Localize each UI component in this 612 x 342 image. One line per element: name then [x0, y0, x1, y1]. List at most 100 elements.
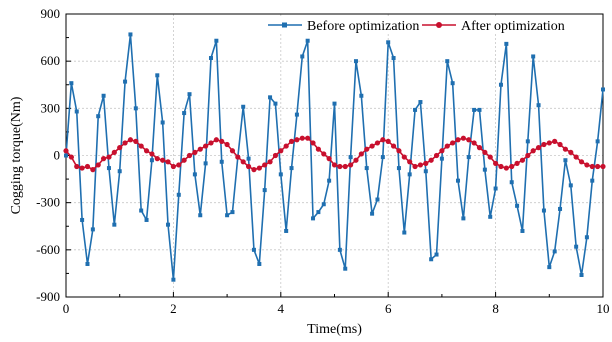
data-point — [552, 138, 558, 144]
axis-ticks: -900 -600 -300 0 300 600 900 0 2 4 6 8 10 — [36, 6, 609, 316]
data-point — [257, 261, 262, 266]
data-point — [111, 149, 117, 155]
data-point — [456, 178, 461, 183]
legend-entry-before: Before optimization — [268, 19, 419, 34]
data-point — [332, 101, 337, 106]
data-point — [595, 139, 600, 144]
data-point — [380, 137, 386, 143]
data-point — [531, 54, 536, 59]
data-point — [417, 162, 424, 168]
data-point — [413, 107, 418, 112]
data-point — [197, 146, 203, 152]
data-point — [225, 213, 230, 218]
data-point — [601, 87, 605, 92]
data-point — [370, 211, 375, 216]
data-point — [230, 210, 235, 215]
data-point — [321, 151, 327, 157]
data-point — [472, 107, 477, 112]
data-point — [262, 188, 267, 193]
data-point — [515, 203, 520, 208]
data-point — [63, 148, 69, 154]
y-tick-label: 600 — [41, 53, 61, 68]
data-point — [584, 235, 589, 240]
data-point — [268, 95, 273, 100]
data-point — [578, 159, 585, 165]
data-point — [80, 217, 85, 222]
data-point — [208, 140, 214, 146]
data-point — [568, 149, 574, 155]
data-point — [229, 148, 236, 154]
data-point — [493, 186, 498, 191]
y-tick-label: -600 — [36, 242, 60, 257]
y-tick-label: 300 — [41, 100, 61, 115]
data-point — [498, 163, 504, 170]
data-point — [557, 141, 563, 148]
y-tick-label: 900 — [41, 6, 61, 21]
data-point — [584, 162, 590, 168]
data-point — [568, 183, 573, 188]
data-point — [482, 167, 487, 172]
data-point — [117, 169, 122, 174]
data-point — [106, 166, 111, 171]
data-point — [471, 140, 477, 146]
data-point — [133, 138, 139, 144]
data-point — [144, 217, 149, 222]
data-point — [402, 230, 407, 235]
data-point — [503, 165, 509, 171]
data-point — [165, 159, 171, 165]
data-point — [289, 166, 294, 171]
data-point — [171, 277, 176, 282]
data-point — [429, 257, 434, 262]
data-point — [262, 162, 268, 168]
legend-marker-after — [436, 22, 442, 28]
data-point — [488, 214, 493, 219]
data-point — [300, 54, 305, 59]
data-point — [74, 163, 80, 170]
data-point — [396, 166, 401, 171]
data-point — [96, 114, 101, 119]
data-point — [192, 149, 198, 155]
data-point — [214, 38, 219, 43]
data-point — [272, 152, 279, 159]
data-point — [241, 104, 246, 109]
data-point — [514, 160, 520, 166]
data-point — [246, 156, 251, 161]
data-point — [133, 106, 138, 111]
data-point — [552, 249, 557, 254]
data-point — [321, 202, 326, 207]
data-point — [203, 143, 209, 149]
data-point — [203, 161, 208, 166]
data-point — [509, 163, 515, 170]
data-point — [155, 73, 160, 78]
data-point — [106, 154, 112, 160]
data-point — [74, 109, 79, 114]
series-after — [63, 135, 606, 173]
data-point — [84, 163, 91, 170]
data-point — [331, 162, 338, 168]
y-tick-label: -300 — [36, 195, 60, 210]
data-point — [401, 154, 407, 160]
data-point — [348, 162, 354, 168]
x-axis-title: Time(ms) — [307, 322, 362, 337]
data-point — [160, 120, 165, 125]
data-point — [574, 244, 579, 249]
data-point — [170, 163, 176, 170]
series-line — [65, 33, 604, 281]
data-point — [439, 156, 444, 161]
data-point — [595, 163, 601, 170]
data-point — [536, 103, 541, 108]
data-point — [310, 140, 316, 146]
data-point — [343, 266, 348, 271]
data-point — [138, 143, 144, 149]
data-point — [525, 152, 531, 159]
data-point — [100, 156, 107, 162]
data-point — [364, 166, 369, 171]
data-point — [101, 93, 106, 98]
data-point — [294, 112, 299, 117]
data-point — [573, 154, 579, 160]
data-point — [166, 222, 171, 227]
data-point — [455, 137, 461, 143]
data-point — [433, 152, 440, 159]
data-point — [358, 151, 364, 157]
